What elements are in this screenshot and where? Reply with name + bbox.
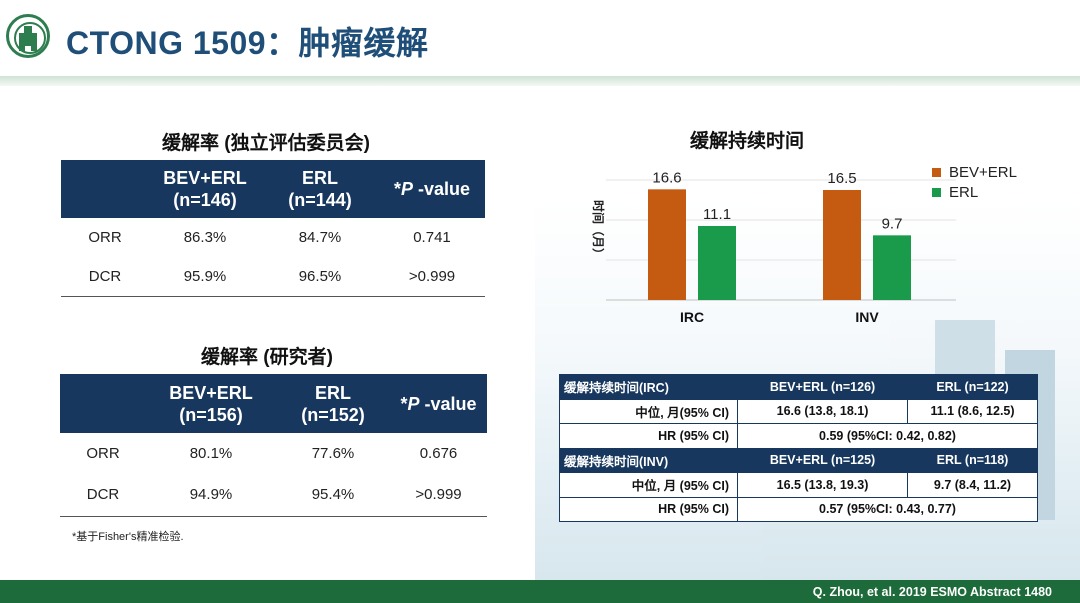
header-divider <box>0 76 1080 86</box>
asterisk: * <box>400 393 408 414</box>
cell-value: 16.6 (13.8, 18.1) <box>737 398 908 424</box>
cell-value: 0.59 (95%CI: 0.42, 0.82) <box>737 423 1038 449</box>
response-rate-irc-table: BEV+ERL (n=146) ERL (n=144) *P -value ORR … <box>61 160 485 297</box>
table-row: DCR 94.9% 95.4% >0.999 <box>60 474 487 517</box>
duration-detail-table: 缓解持续时间(IRC) BEV+ERL (n=126) ERL (n=122) … <box>559 374 1038 522</box>
table1-title: 缓解率 (独立评估委员会) <box>162 133 370 154</box>
irc-erl-header: ERL (n=122) <box>907 374 1038 400</box>
cell-value: 96.5% <box>261 257 379 297</box>
data-label: 16.5 <box>827 170 856 187</box>
table2-title: 缓解率 (研究者) <box>201 347 333 368</box>
legend-item: ERL <box>932 182 1017 202</box>
cell-value: 0.57 (95%CI: 0.43, 0.77) <box>737 496 1038 522</box>
row-label: 中位, 月 (95% CI) <box>559 472 738 498</box>
legend-item: BEV+ERL <box>932 162 1017 182</box>
table-row: 中位, 月(95% CI) 16.6 (13.8, 18.1) 11.1 (8.… <box>559 398 1038 424</box>
bar-inv-1 <box>873 235 911 300</box>
chart-legend: BEV+ERL ERL <box>932 162 1017 202</box>
header-n: (n=146) <box>173 190 237 210</box>
footer-bar <box>0 580 1080 603</box>
data-label: 9.7 <box>882 215 903 232</box>
chart-title: 缓解持续时间 <box>690 131 805 152</box>
pvalue-label: -value <box>419 393 477 414</box>
table-row: ORR 80.1% 77.6% 0.676 <box>60 433 487 474</box>
hospital-logo-icon <box>6 14 50 58</box>
cell-value: 9.7 (8.4, 11.2) <box>907 472 1038 498</box>
header-n: (n=152) <box>301 404 365 425</box>
table-row: HR (95% CI) 0.57 (95%CI: 0.43, 0.77) <box>559 496 1038 522</box>
cell-value: 95.9% <box>149 257 261 297</box>
cell-value: 80.1% <box>189 445 233 462</box>
header-n: (n=156) <box>179 404 243 425</box>
header-blank <box>61 160 149 218</box>
header-pvalue: *P -value <box>390 374 487 433</box>
cell-pvalue: 0.676 <box>419 445 458 462</box>
table-header-row: BEV+ERL (n=146) ERL (n=144) *P -value <box>61 160 485 218</box>
cell-pvalue: 0.741 <box>413 229 451 246</box>
header-pvalue: *P -value <box>379 160 485 218</box>
inv-erl-header: ERL (n=118) <box>907 447 1038 473</box>
table-header-row: 缓解持续时间(IRC) BEV+ERL (n=126) ERL (n=122) <box>559 374 1038 400</box>
y-axis-label: 时间（月） <box>591 200 606 260</box>
cell-value: 16.5 (13.8, 19.3) <box>737 472 908 498</box>
duration-of-response-chart: 时间（月） 16.6 11.1 IRC 16.5 9.7 INV <box>560 160 1020 335</box>
table-header-row: 缓解持续时间(INV) BEV+ERL (n=125) ERL (n=118) <box>559 447 1038 473</box>
category-label: INV <box>855 309 879 325</box>
legend-swatch <box>932 167 941 177</box>
header: CTONG 1509：肿瘤缓解 <box>0 0 1080 76</box>
data-label: 11.1 <box>703 206 731 223</box>
table-header-row: BEV+ERL (n=156) ERL (n=152) *P -value <box>60 374 487 433</box>
bar-irc-1 <box>698 226 736 300</box>
inv-label: 缓解持续时间(INV) <box>559 447 738 473</box>
row-label: ORR <box>86 445 120 462</box>
row-label: ORR <box>88 229 122 246</box>
legend-swatch <box>932 187 941 197</box>
inv-bev-header: BEV+ERL (n=125) <box>737 447 908 473</box>
citation: Q. Zhou, et al. 2019 ESMO Abstract 1480 <box>812 585 1052 599</box>
header-label: ERL <box>302 168 338 188</box>
row-label: HR (95% CI) <box>559 496 738 522</box>
header-erl: ERL (n=144) <box>261 160 379 218</box>
cell-value: 84.7% <box>298 229 342 246</box>
bar-inv-0 <box>823 190 861 300</box>
pvalue-label: -value <box>413 179 471 199</box>
header-bev-erl: BEV+ERL (n=156) <box>146 374 276 433</box>
row-label: DCR <box>61 257 149 297</box>
page-title: CTONG 1509：肿瘤缓解 <box>66 25 429 61</box>
legend-label: ERL <box>949 183 979 201</box>
header-erl: ERL (n=152) <box>276 374 390 433</box>
header-bev-erl: BEV+ERL (n=146) <box>149 160 261 218</box>
irc-bev-header: BEV+ERL (n=126) <box>737 374 908 400</box>
header-n: (n=144) <box>288 190 352 210</box>
row-label: HR (95% CI) <box>559 423 738 449</box>
table-row: HR (95% CI) 0.59 (95%CI: 0.42, 0.82) <box>559 423 1038 449</box>
cell-pvalue: >0.999 <box>379 257 485 297</box>
cell-value: 95.4% <box>276 474 390 517</box>
irc-label: 缓解持续时间(IRC) <box>559 374 738 400</box>
header-label: BEV+ERL <box>169 382 253 403</box>
row-label: 中位, 月(95% CI) <box>559 398 738 424</box>
table-row: ORR 86.3% 84.7% 0.741 <box>61 218 485 257</box>
footnote: *基于Fisher's精准检验. <box>72 531 184 543</box>
p-italic: P <box>400 179 413 199</box>
header-label: BEV+ERL <box>163 168 247 188</box>
chart-svg: 时间（月） 16.6 11.1 IRC 16.5 9.7 INV <box>591 169 956 325</box>
bar-irc-0 <box>648 189 686 300</box>
p-italic: P <box>407 393 420 414</box>
asterisk: * <box>393 179 401 199</box>
header-blank <box>60 374 146 433</box>
response-rate-inv-table: BEV+ERL (n=156) ERL (n=152) *P -value ORR … <box>60 374 487 517</box>
table-row: DCR 95.9% 96.5% >0.999 <box>61 257 485 297</box>
cell-value: 11.1 (8.6, 12.5) <box>907 398 1038 424</box>
legend-label: BEV+ERL <box>949 163 1017 181</box>
table-row: 中位, 月 (95% CI) 16.5 (13.8, 19.3) 9.7 (8.… <box>559 472 1038 498</box>
category-label: IRC <box>680 309 704 325</box>
cell-value: 94.9% <box>146 474 276 517</box>
cell-value: 86.3% <box>183 229 227 246</box>
header-label: ERL <box>315 382 351 403</box>
row-label: DCR <box>60 474 146 517</box>
data-label: 16.6 <box>652 169 681 186</box>
cell-value: 77.6% <box>311 445 355 462</box>
cell-pvalue: >0.999 <box>390 474 487 517</box>
